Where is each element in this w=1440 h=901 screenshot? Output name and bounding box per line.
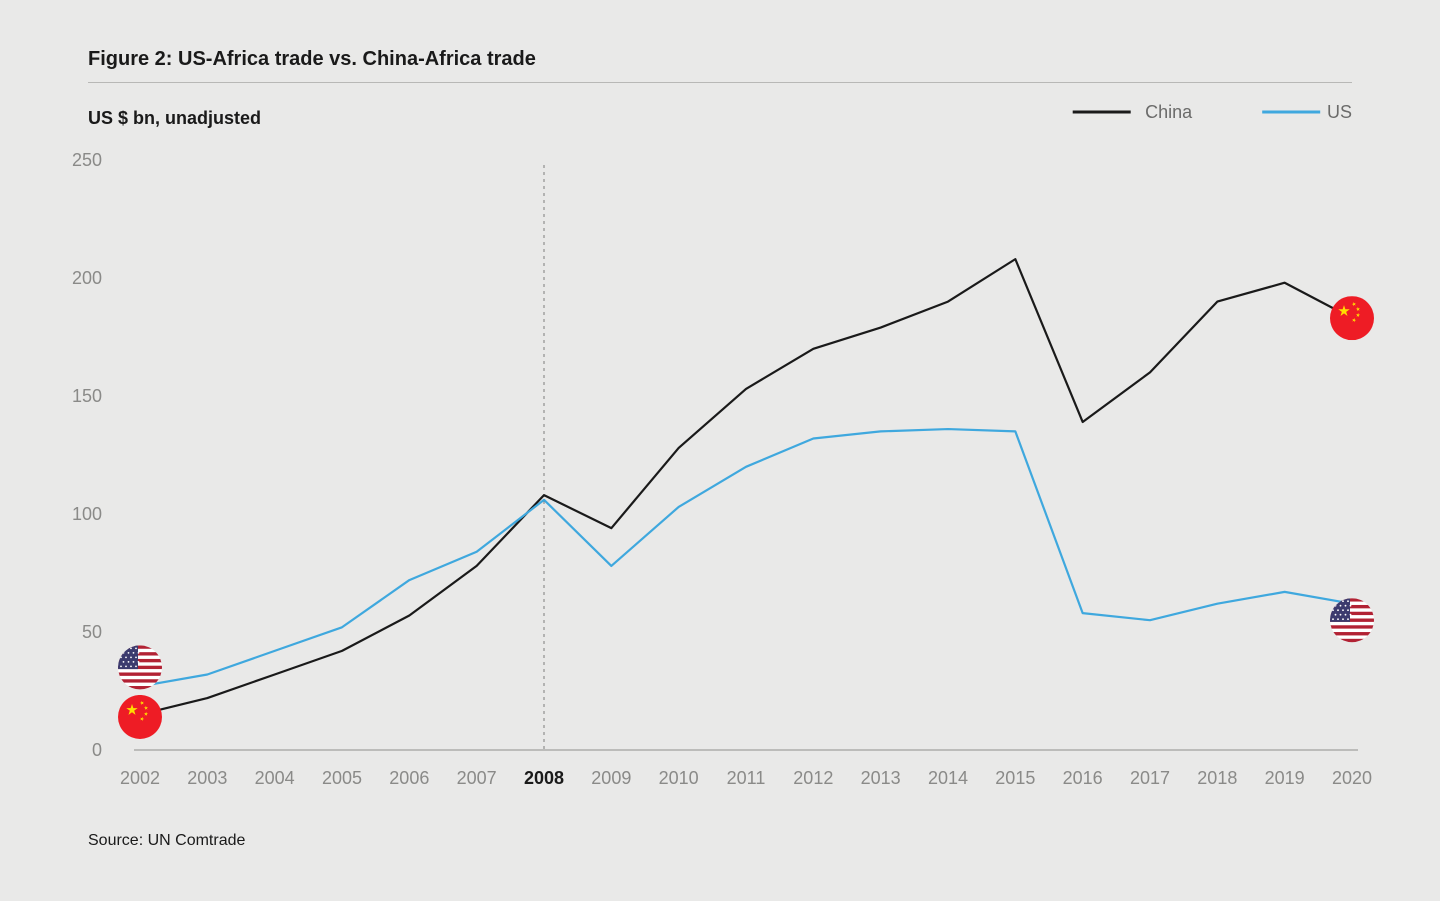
china-flag-icon bbox=[118, 695, 162, 739]
china-flag-icon bbox=[1330, 296, 1374, 340]
us-flag-icon bbox=[118, 645, 162, 689]
chart-plot: 0 50 100 150 200 250 2002 2003 2004 2005 2006 2007 2… bbox=[0, 0, 1440, 901]
legend-label-china: China bbox=[1145, 102, 1193, 122]
x-tick-label: 2017 bbox=[1130, 768, 1170, 788]
us-series-line bbox=[140, 429, 1352, 686]
source-label: Source: UN Comtrade bbox=[88, 832, 245, 850]
x-tick-label: 2012 bbox=[793, 768, 833, 788]
x-tick-label: 2020 bbox=[1332, 768, 1372, 788]
x-tick-label: 2005 bbox=[322, 768, 362, 788]
figure-container: Figure 2: US-Africa trade vs. China-Afri… bbox=[0, 0, 1440, 901]
x-tick-label: 2010 bbox=[659, 768, 699, 788]
y-tick-label: 200 bbox=[72, 268, 102, 288]
legend-label-us: US bbox=[1327, 102, 1352, 122]
x-tick-label: 2015 bbox=[995, 768, 1035, 788]
x-tick-label: 2018 bbox=[1197, 768, 1237, 788]
x-tick-label: 2013 bbox=[861, 768, 901, 788]
y-tick-label: 100 bbox=[72, 504, 102, 524]
x-tick-label: 2007 bbox=[457, 768, 497, 788]
x-tick-label: 2004 bbox=[255, 768, 295, 788]
china-series-line bbox=[140, 259, 1352, 714]
x-tick-label: 2014 bbox=[928, 768, 968, 788]
x-tick-label: 2019 bbox=[1265, 768, 1305, 788]
x-tick-label: 2016 bbox=[1063, 768, 1103, 788]
us-flag-icon bbox=[1330, 598, 1374, 642]
x-tick-label: 2008 bbox=[524, 768, 564, 788]
y-tick-label: 50 bbox=[82, 622, 102, 642]
x-tick-label: 2009 bbox=[591, 768, 631, 788]
x-tick-label: 2011 bbox=[727, 768, 766, 788]
x-tick-label: 2002 bbox=[120, 768, 160, 788]
y-tick-label: 250 bbox=[72, 150, 102, 170]
y-tick-label: 0 bbox=[92, 740, 102, 760]
y-tick-label: 150 bbox=[72, 386, 102, 406]
x-tick-label: 2003 bbox=[187, 768, 227, 788]
x-tick-label: 2006 bbox=[389, 768, 429, 788]
